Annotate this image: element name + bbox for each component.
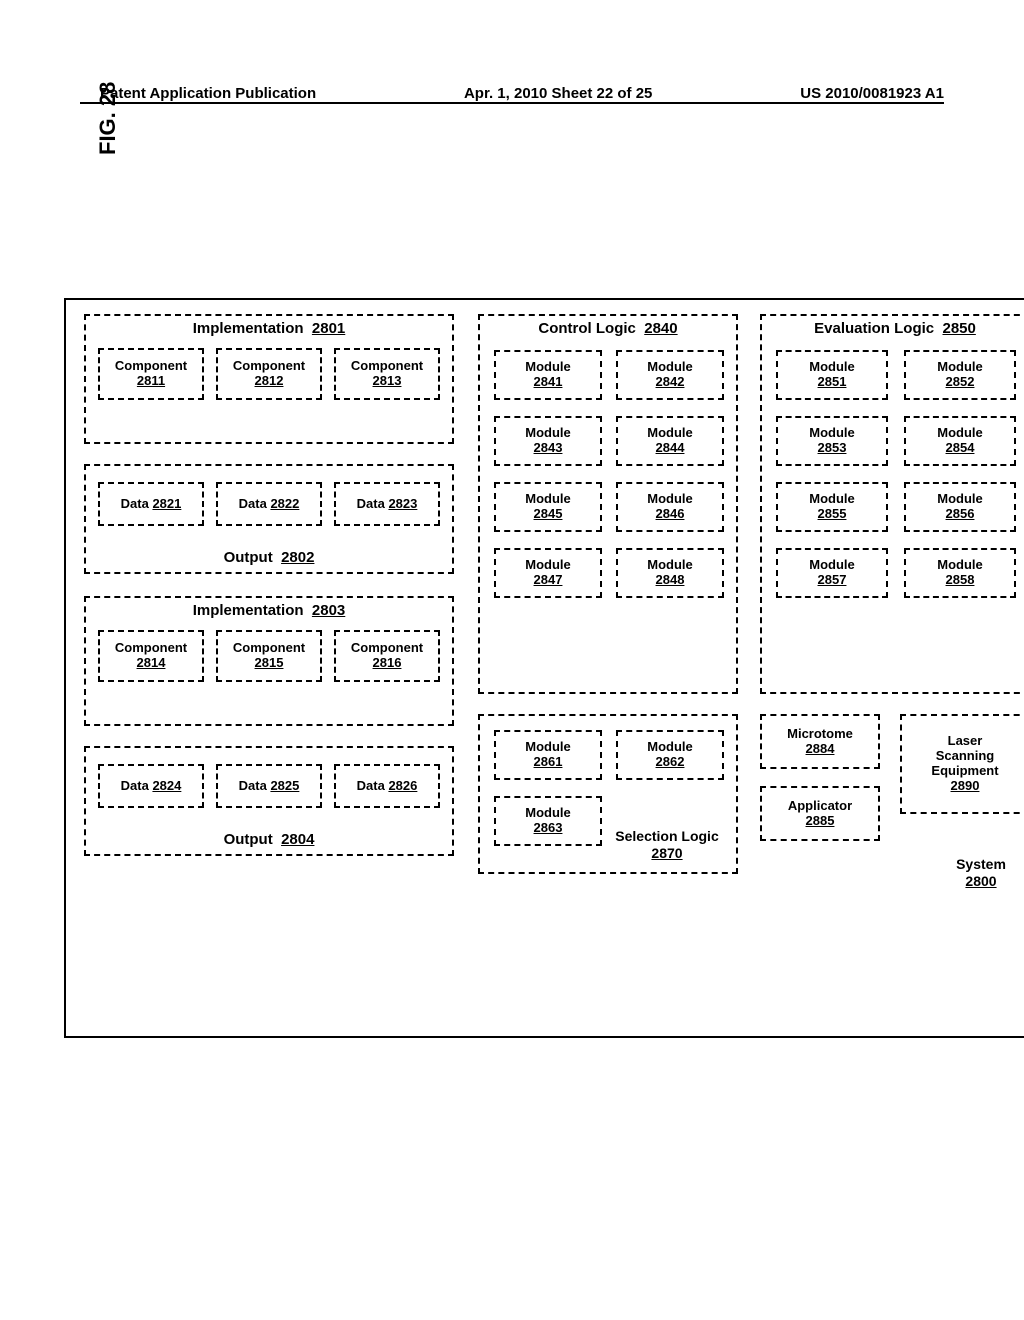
module-2857: Module2857 (776, 548, 888, 598)
module-2846: Module2846 (616, 482, 724, 532)
microtome-box: Microtome 2884 (760, 714, 880, 769)
module-2855: Module2855 (776, 482, 888, 532)
control-logic-box: Control Logic 2840 Module2841 Module2842… (478, 314, 738, 694)
component-2811: Component 2811 (98, 348, 204, 400)
module-2856: Module2856 (904, 482, 1016, 532)
module-2853: Module2853 (776, 416, 888, 466)
module-2863: Module2863 (494, 796, 602, 846)
output-2-box: Data 2824 Data 2825 Data 2826 Output 280… (84, 746, 454, 856)
data-2821: Data 2821 (98, 482, 204, 526)
header-rule (80, 102, 944, 104)
module-2847: Module2847 (494, 548, 602, 598)
system-label: System 2800 (936, 856, 1024, 890)
header-right: US 2010/0081923 A1 (800, 85, 944, 102)
module-2841: Module2841 (494, 350, 602, 400)
evaluation-logic-box: Evaluation Logic 2850 Module2851 Module2… (760, 314, 1024, 694)
module-2843: Module2843 (494, 416, 602, 466)
implementation-1-title: Implementation 2801 (86, 316, 452, 339)
module-2845: Module2845 (494, 482, 602, 532)
component-2815: Component 2815 (216, 630, 322, 682)
module-2858: Module2858 (904, 548, 1016, 598)
header-center: Apr. 1, 2010 Sheet 22 of 25 (464, 85, 652, 102)
header-left: Patent Application Publication (100, 85, 316, 102)
selection-logic-title: Selection Logic 2870 (612, 828, 722, 862)
implementation-2-title: Implementation 2803 (86, 598, 452, 621)
output-1-title: Output 2802 (86, 545, 452, 568)
implementation-2-box: Implementation 2803 Component 2814 Compo… (84, 596, 454, 726)
module-2852: Module2852 (904, 350, 1016, 400)
data-2823: Data 2823 (334, 482, 440, 526)
output-2-title: Output 2804 (86, 827, 452, 850)
component-2813: Component 2813 (334, 348, 440, 400)
implementation-1-box: Implementation 2801 Component 2811 Compo… (84, 314, 454, 444)
data-2824: Data 2824 (98, 764, 204, 808)
data-2822: Data 2822 (216, 482, 322, 526)
module-2848: Module2848 (616, 548, 724, 598)
figure-area: Implementation 2801 Component 2811 Compo… (64, 298, 1024, 1038)
component-2814: Component 2814 (98, 630, 204, 682)
module-2844: Module2844 (616, 416, 724, 466)
component-2816: Component 2816 (334, 630, 440, 682)
module-2851: Module2851 (776, 350, 888, 400)
selection-logic-box: Module2861 Module2862 Module2863 Selecti… (478, 714, 738, 874)
laser-scanning-box: Laser Scanning Equipment 2890 (900, 714, 1024, 814)
module-2861: Module2861 (494, 730, 602, 780)
data-2826: Data 2826 (334, 764, 440, 808)
component-2812: Component 2812 (216, 348, 322, 400)
output-1-box: Data 2821 Data 2822 Data 2823 Output 280… (84, 464, 454, 574)
figure-label: FIG. 28 (95, 82, 121, 155)
evaluation-logic-title: Evaluation Logic 2850 (762, 316, 1024, 339)
control-logic-title: Control Logic 2840 (480, 316, 736, 339)
module-2862: Module2862 (616, 730, 724, 780)
diagram: Implementation 2801 Component 2811 Compo… (66, 296, 1024, 1036)
module-2842: Module2842 (616, 350, 724, 400)
data-2825: Data 2825 (216, 764, 322, 808)
module-2854: Module2854 (904, 416, 1016, 466)
applicator-box: Applicator 2885 (760, 786, 880, 841)
